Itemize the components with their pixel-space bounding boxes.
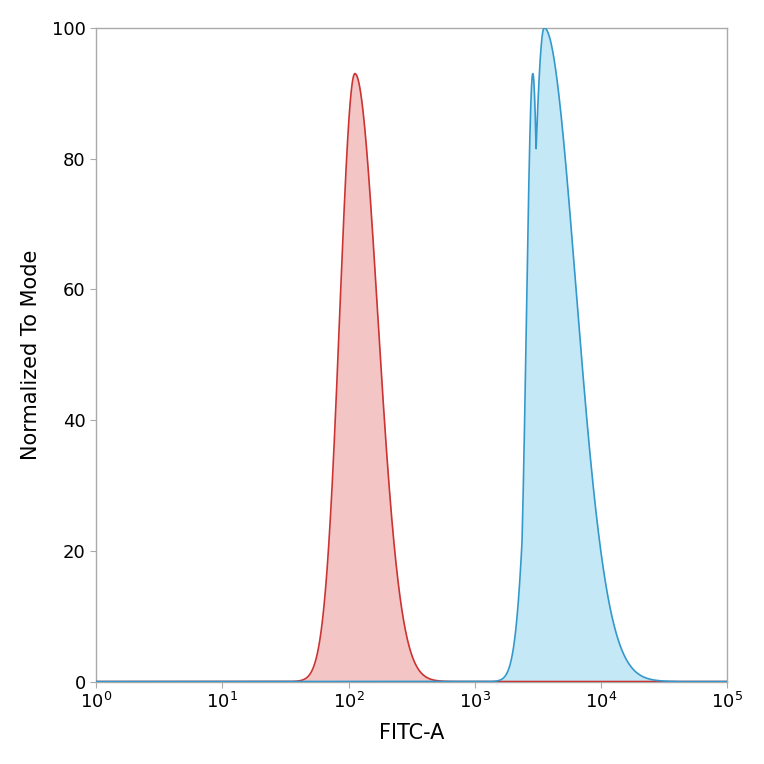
X-axis label: FITC-A: FITC-A [379,724,445,743]
Y-axis label: Normalized To Mode: Normalized To Mode [21,250,40,460]
